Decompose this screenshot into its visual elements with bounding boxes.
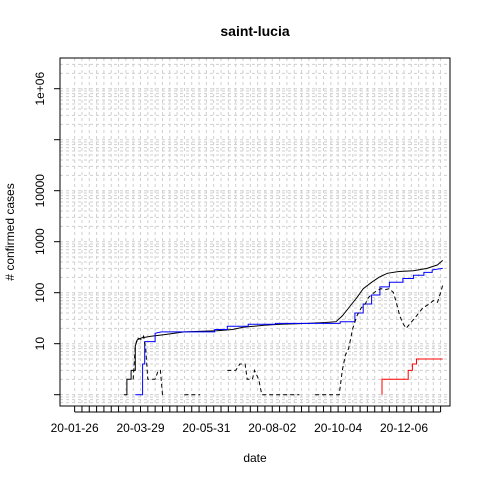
chart-title: saint-lucia	[220, 23, 289, 39]
plot-frame	[59, 57, 451, 407]
x-tick-label: 20-05-31	[182, 421, 230, 435]
x-axis-label: date	[243, 451, 267, 465]
x-tick-label: 20-12-06	[380, 421, 428, 435]
x-tick-label: 20-03-29	[116, 421, 164, 435]
x-tick-label: 20-08-02	[248, 421, 296, 435]
axes: 20-01-26 20-03-29 20-05-31 20-08-02 20-10-04…	[33, 72, 442, 435]
series-lines	[123, 260, 444, 396]
x-tick-label: 20-10-04	[314, 421, 362, 435]
y-tick-label: 10	[33, 337, 47, 351]
x-tick-label: 20-01-26	[51, 421, 99, 435]
series-line-3	[381, 358, 443, 395]
series-line-4	[132, 334, 166, 396]
series-line-1	[123, 260, 444, 396]
series-line-7	[315, 285, 444, 396]
y-tick-label: 1e+06	[33, 72, 47, 106]
grid-lines	[60, 57, 450, 407]
y-tick-label: 100	[33, 282, 47, 302]
y-tick-label: 1000	[33, 228, 47, 255]
y-tick-label: 10000	[33, 174, 47, 208]
y-axis-label: # confirmed cases	[3, 183, 17, 280]
